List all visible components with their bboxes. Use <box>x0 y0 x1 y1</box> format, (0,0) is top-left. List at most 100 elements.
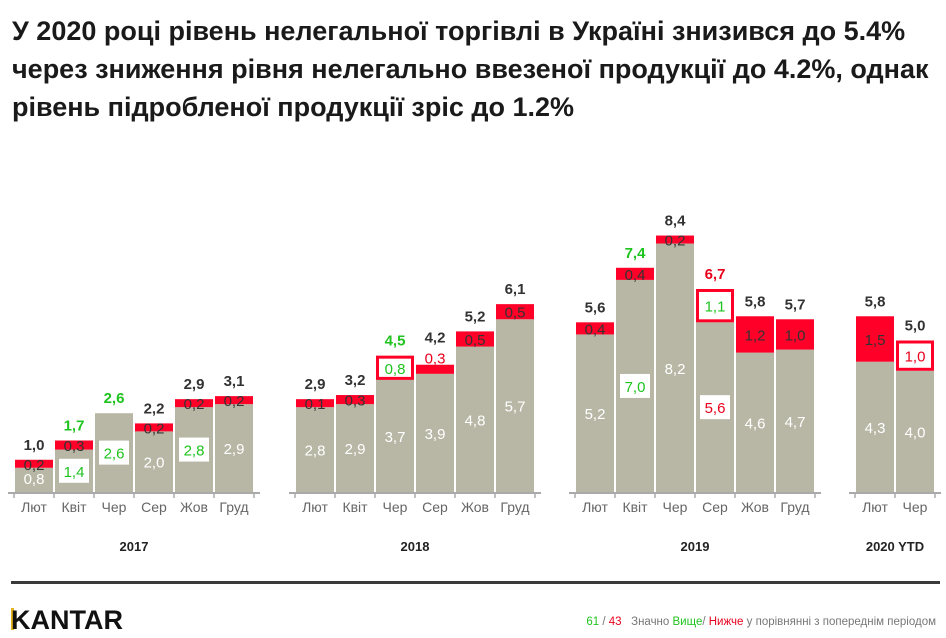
bar-base-segment <box>496 319 534 492</box>
bar-illegal-segment <box>776 319 814 350</box>
bar-illegal-segment <box>496 304 534 320</box>
month-tick-label: Чер <box>663 499 688 515</box>
total-value-label: 1,7 <box>64 417 85 434</box>
month-tick-label: Жов <box>180 499 208 515</box>
base-value-label: 4,6 <box>745 415 766 432</box>
bar-base-segment <box>736 352 774 492</box>
base-value-label: 2,8 <box>305 443 326 460</box>
legend-lower: Нижче <box>708 616 744 628</box>
month-tick-label: Лют <box>302 499 328 515</box>
bar-illegal-segment <box>175 399 213 408</box>
illegal-value-label: 1,1 <box>705 299 726 316</box>
base-value-label: 2,0 <box>144 455 165 472</box>
illegal-value-label: 0,1 <box>305 396 326 413</box>
total-value-label: 6,7 <box>705 266 726 283</box>
bar-illegal-segment <box>616 267 654 280</box>
month-tick-label: Квіт <box>342 499 368 515</box>
total-value-label: 5,6 <box>585 299 606 316</box>
bar-illegal-segment <box>576 322 614 335</box>
bar-base-segment <box>215 404 253 492</box>
illegal-value-label: 0,2 <box>184 396 205 413</box>
bar-base-segment <box>656 243 694 492</box>
bar-illegal-segment <box>856 316 894 362</box>
year-label: 2019 <box>681 539 710 554</box>
base-label-box <box>700 395 730 420</box>
illegal-value-label: 1,0 <box>905 349 926 366</box>
year-label: 2020 YTD <box>866 539 924 554</box>
total-value-label: 2,9 <box>305 376 326 393</box>
bar-base-segment <box>776 349 814 492</box>
bar-base-segment <box>336 404 374 492</box>
base-label-box <box>620 373 650 398</box>
month-tick-label: Сер <box>141 499 167 515</box>
bar-illegal-segment <box>135 423 173 432</box>
month-tick-label: Груд <box>500 499 529 515</box>
total-value-label: 2,9 <box>184 376 205 393</box>
kantar-logo: KANTAR <box>11 605 123 635</box>
total-value-label: 4,2 <box>425 330 446 347</box>
bar-base-segment <box>456 346 494 492</box>
month-tick-label: Сер <box>422 499 448 515</box>
significance-legend: 61 / 43 Значно Вище/ Нижче у порівнянні … <box>586 616 936 628</box>
base-value-label: 4,7 <box>785 414 806 431</box>
month-tick-label: Чер <box>903 499 928 515</box>
legend-slash: / <box>702 616 706 628</box>
bar-base-segment <box>15 467 53 492</box>
month-tick-label: Груд <box>780 499 809 515</box>
bar-illegal-segment <box>456 331 494 347</box>
total-value-label: 4,5 <box>385 333 406 350</box>
total-value-label: 3,1 <box>224 373 245 390</box>
base-value-label: 2,8 <box>184 443 205 460</box>
base-value-label: 2,9 <box>224 441 245 458</box>
total-value-label: 5,0 <box>905 318 926 335</box>
legend-prefix: Значно <box>631 616 670 628</box>
base-value-label: 4,8 <box>465 412 486 429</box>
month-tick-label: Лют <box>21 499 47 515</box>
bar-illegal-segment <box>736 316 774 353</box>
slide-title: У 2020 році рівень нелегальної торгівлі … <box>12 16 929 122</box>
month-tick-label: Чер <box>102 499 127 515</box>
total-value-label: 5,2 <box>465 308 486 325</box>
illegal-value-label: 0,4 <box>625 267 646 284</box>
month-tick-label: Чер <box>383 499 408 515</box>
legend-lower-count: 43 <box>608 616 622 628</box>
bar-base-segment <box>416 373 454 492</box>
bar-illegal-segment <box>15 459 53 468</box>
month-tick-label: Квіт <box>622 499 648 515</box>
base-value-label: 8,2 <box>665 361 686 378</box>
base-value-label: 5,2 <box>585 406 606 423</box>
illegal-value-label: 0,5 <box>465 332 486 349</box>
total-value-label: 2,2 <box>144 400 165 417</box>
legend-sep: / <box>602 616 606 628</box>
bar-illegal-segment <box>656 235 694 244</box>
legend-higher-count: 61 <box>586 616 600 628</box>
base-value-label: 0,8 <box>24 471 45 488</box>
illegal-value-label: 0,2 <box>665 233 686 250</box>
total-value-label: 8,4 <box>665 213 687 230</box>
base-label-box <box>99 440 129 465</box>
bar-illegal-segment <box>896 340 934 371</box>
illegal-value-label: 1,5 <box>865 332 886 349</box>
logo-accent <box>11 608 14 630</box>
month-tick-label: Лют <box>862 499 888 515</box>
base-value-label: 4,0 <box>905 424 926 441</box>
divider-line <box>11 581 940 584</box>
illegal-value-label: 0,8 <box>385 361 406 378</box>
bar-base-segment <box>576 334 614 492</box>
base-label-box <box>59 458 89 483</box>
total-value-label: 7,4 <box>625 245 647 262</box>
bar-illegal-segment <box>336 395 374 405</box>
bar-base-segment <box>135 431 173 492</box>
month-tick-label: Квіт <box>61 499 87 515</box>
legend-higher: Вище <box>672 616 703 628</box>
month-tick-label: Жов <box>741 499 769 515</box>
illegal-value-label: 1,0 <box>785 327 806 344</box>
total-value-label: 1,0 <box>24 437 45 454</box>
total-value-label: 5,8 <box>865 293 886 310</box>
total-value-label: 5,8 <box>745 293 766 310</box>
illegal-value-label: 0,2 <box>24 457 45 474</box>
base-value-label: 3,7 <box>385 429 406 446</box>
bar-base-segment <box>856 361 894 492</box>
base-value-label: 5,7 <box>505 399 526 416</box>
bar-illegal-segment <box>215 396 253 405</box>
